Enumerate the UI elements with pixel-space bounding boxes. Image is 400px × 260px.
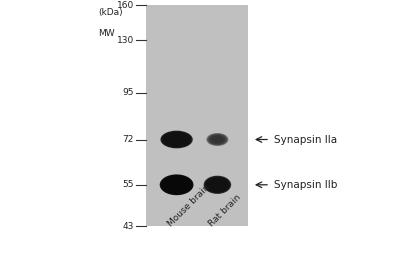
Text: Rat brain: Rat brain bbox=[207, 193, 243, 229]
Ellipse shape bbox=[208, 179, 227, 191]
Ellipse shape bbox=[175, 138, 178, 141]
Ellipse shape bbox=[209, 179, 226, 190]
Ellipse shape bbox=[211, 181, 224, 189]
Ellipse shape bbox=[214, 137, 221, 142]
Bar bbox=[146, 5, 248, 226]
Ellipse shape bbox=[216, 184, 219, 186]
Ellipse shape bbox=[214, 138, 220, 141]
Ellipse shape bbox=[167, 134, 186, 145]
Ellipse shape bbox=[216, 139, 219, 140]
Ellipse shape bbox=[215, 138, 220, 141]
Ellipse shape bbox=[210, 180, 224, 190]
Ellipse shape bbox=[165, 178, 188, 192]
Ellipse shape bbox=[166, 133, 188, 146]
Ellipse shape bbox=[212, 181, 222, 188]
Ellipse shape bbox=[162, 176, 191, 193]
Text: 160: 160 bbox=[117, 1, 134, 10]
Ellipse shape bbox=[204, 176, 231, 194]
Text: Mouse brain: Mouse brain bbox=[166, 183, 212, 229]
Text: Synapsin IIb: Synapsin IIb bbox=[274, 180, 337, 190]
Ellipse shape bbox=[214, 182, 221, 187]
Ellipse shape bbox=[173, 138, 180, 141]
Ellipse shape bbox=[206, 177, 229, 192]
Text: 55: 55 bbox=[122, 180, 134, 189]
Ellipse shape bbox=[160, 174, 194, 195]
Ellipse shape bbox=[166, 179, 187, 191]
Ellipse shape bbox=[164, 177, 190, 193]
Ellipse shape bbox=[169, 180, 184, 189]
Ellipse shape bbox=[207, 178, 228, 192]
Ellipse shape bbox=[162, 131, 192, 148]
Ellipse shape bbox=[168, 179, 185, 190]
Ellipse shape bbox=[209, 135, 226, 145]
Ellipse shape bbox=[211, 136, 224, 144]
Ellipse shape bbox=[172, 182, 181, 188]
Ellipse shape bbox=[208, 134, 227, 145]
Ellipse shape bbox=[170, 136, 184, 144]
Text: 72: 72 bbox=[123, 135, 134, 144]
Text: 43: 43 bbox=[123, 222, 134, 231]
Ellipse shape bbox=[164, 133, 189, 146]
Text: (kDa): (kDa) bbox=[98, 8, 123, 17]
Ellipse shape bbox=[207, 134, 228, 146]
Ellipse shape bbox=[173, 183, 180, 187]
Text: 95: 95 bbox=[122, 88, 134, 98]
Ellipse shape bbox=[161, 175, 192, 194]
Ellipse shape bbox=[160, 131, 193, 148]
Ellipse shape bbox=[212, 137, 222, 142]
Ellipse shape bbox=[215, 183, 220, 187]
Ellipse shape bbox=[210, 135, 225, 144]
Text: Synapsin IIa: Synapsin IIa bbox=[274, 134, 337, 145]
Ellipse shape bbox=[206, 133, 228, 146]
Ellipse shape bbox=[171, 136, 182, 143]
Ellipse shape bbox=[163, 132, 190, 147]
Text: 130: 130 bbox=[117, 36, 134, 45]
Ellipse shape bbox=[168, 135, 185, 144]
Text: MW: MW bbox=[98, 29, 115, 38]
Ellipse shape bbox=[174, 184, 179, 186]
Ellipse shape bbox=[172, 137, 181, 142]
Ellipse shape bbox=[170, 181, 183, 188]
Ellipse shape bbox=[212, 136, 223, 143]
Ellipse shape bbox=[205, 177, 230, 193]
